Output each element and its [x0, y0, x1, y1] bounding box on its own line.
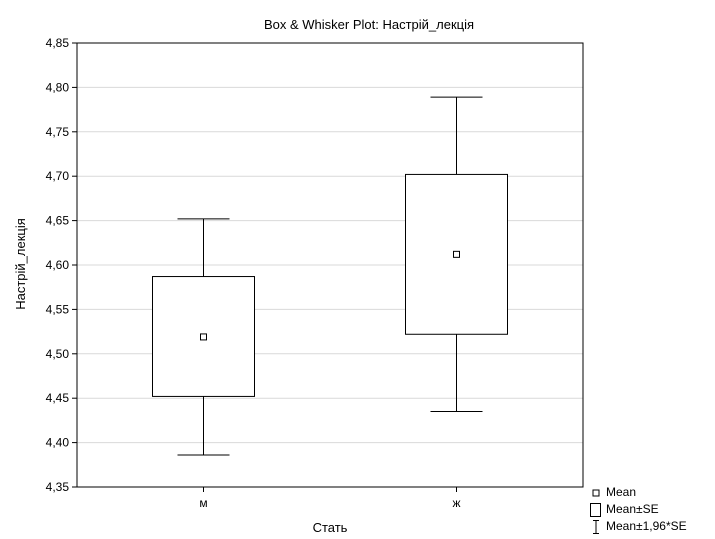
chart-title: Box & Whisker Plot: Настрій_лекція	[264, 17, 474, 32]
y-tick-label: 4,45	[46, 391, 70, 405]
y-tick-label: 4,65	[46, 214, 70, 228]
legend-item-se: Mean±SE	[590, 501, 687, 518]
y-tick-label: 4,80	[46, 80, 70, 94]
legend: Mean Mean±SE Mean±1,96*SE	[590, 484, 687, 535]
y-tick-label: 4,40	[46, 436, 70, 450]
box-plots	[152, 96, 508, 456]
legend-label-se: Mean±SE	[606, 502, 659, 516]
box-group	[405, 96, 508, 413]
y-tick-label: 4,75	[46, 125, 70, 139]
box-group	[152, 218, 255, 456]
y-tick-label: 4,70	[46, 169, 70, 183]
x-axis-label: Стать	[313, 520, 348, 535]
y-tick-label: 4,55	[46, 302, 70, 316]
y-tick-label: 4,50	[46, 347, 70, 361]
mean-marker-icon	[590, 489, 602, 497]
mean-marker	[453, 250, 460, 258]
x-tick-label: ж	[452, 496, 460, 510]
y-tick-label: 4,60	[46, 258, 70, 272]
y-axis-label: Настрій_лекція	[13, 218, 28, 310]
legend-item-ci: Mean±1,96*SE	[590, 518, 687, 535]
legend-item-mean: Mean	[590, 484, 687, 501]
legend-label-mean: Mean	[606, 485, 637, 499]
box-icon	[590, 502, 602, 517]
whisker-icon	[590, 519, 602, 534]
legend-label-ci: Mean±1,96*SE	[606, 519, 687, 533]
x-tick-label: м	[199, 496, 207, 510]
y-axis-ticks: 4,35 4,40 4,45 4,50 4,55 4,60 4,65 4,70 4,75 4,80…	[46, 36, 77, 494]
y-tick-label: 4,35	[46, 480, 70, 494]
y-tick-label: 4,85	[46, 36, 70, 50]
mean-marker	[200, 333, 207, 341]
